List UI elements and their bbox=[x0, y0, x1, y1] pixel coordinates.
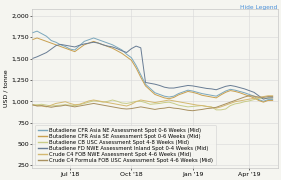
Y-axis label: USD / tonne: USD / tonne bbox=[3, 70, 8, 107]
Text: Hide Legend: Hide Legend bbox=[239, 5, 277, 10]
Legend: Butadiene CFR Asia NE Assessment Spot 0-6 Weeks (Mid), Butadiene CFR Asia SE Ass: Butadiene CFR Asia NE Assessment Spot 0-… bbox=[35, 125, 216, 165]
